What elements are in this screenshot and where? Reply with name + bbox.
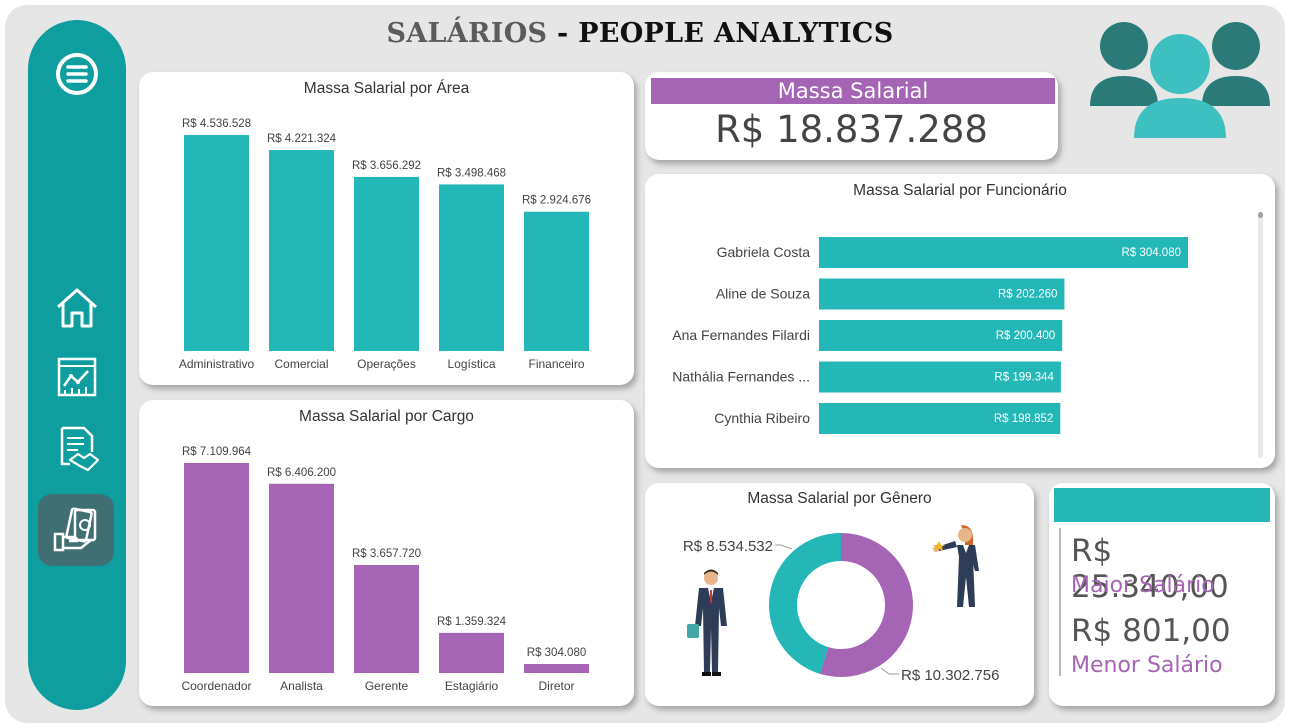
kpi-label: Massa Salarial bbox=[651, 78, 1055, 104]
home-icon bbox=[56, 288, 98, 328]
category-label: Analista bbox=[280, 679, 323, 693]
nav-home[interactable] bbox=[48, 279, 106, 337]
bar bbox=[354, 564, 419, 673]
category-label: Financeiro bbox=[528, 357, 584, 371]
bar bbox=[819, 403, 1061, 434]
category-label: Logística bbox=[447, 357, 495, 371]
bar bbox=[439, 632, 504, 673]
card-cargo-chart: Massa Salarial por Cargo R$ 7.109.964 Coo… bbox=[139, 400, 634, 706]
bar-value-label: R$ 198.852 bbox=[994, 413, 1053, 425]
bar bbox=[354, 176, 419, 351]
title-separator: - bbox=[547, 18, 579, 49]
businessman-illustration bbox=[687, 569, 727, 676]
salary-range-header bbox=[1054, 488, 1270, 522]
chart-title-genero: Massa Salarial por Gênero bbox=[747, 490, 932, 507]
card-area-chart: Massa Salarial por Área R$ 4.536.528 Admi… bbox=[139, 72, 634, 385]
bar bbox=[439, 184, 504, 351]
donut-slice bbox=[820, 533, 913, 677]
money-hand-icon bbox=[53, 507, 97, 552]
scrollbar[interactable] bbox=[1258, 212, 1263, 458]
bar bbox=[269, 483, 334, 673]
bar bbox=[819, 361, 1061, 393]
donut-slice bbox=[769, 533, 841, 674]
bar-value-label: R$ 199.344 bbox=[994, 372, 1054, 384]
card-genero-chart: Massa Salarial por Gênero R$ 10.302.756 R… bbox=[645, 483, 1034, 706]
min-salary-value: R$ 801,00 bbox=[1071, 613, 1231, 649]
bar-value-label: R$ 3.657.720 bbox=[352, 548, 421, 560]
page-title: SALÁRIOS - PEOPLE ANALYTICS bbox=[300, 18, 980, 49]
bar bbox=[269, 150, 334, 351]
area-bar-chart: R$ 4.536.528 Administrativo R$ 4.221.324 Co… bbox=[179, 118, 591, 371]
bar-value-label: R$ 200.400 bbox=[996, 330, 1055, 342]
max-salary-label: Maior Salário bbox=[1071, 573, 1215, 598]
card-kpi-massa-salarial: Massa Salarial R$ 18.837.288 bbox=[645, 72, 1058, 160]
category-label: Estagiário bbox=[445, 679, 499, 693]
genero-donut-chart: R$ 10.302.756 R$ 8.534.532 bbox=[683, 533, 999, 684]
bar-value-label: R$ 202.260 bbox=[998, 289, 1057, 301]
bar-value-label: R$ 304.080 bbox=[527, 647, 586, 659]
bar-value-label: R$ 304.080 bbox=[1122, 247, 1181, 259]
title-part-salarios: SALÁRIOS bbox=[386, 18, 548, 49]
min-salary-label: Menor Salário bbox=[1071, 653, 1223, 678]
bar-value-label: R$ 2.924.676 bbox=[522, 195, 591, 207]
bar-value-label: R$ 3.498.468 bbox=[437, 167, 506, 179]
bar bbox=[184, 135, 249, 351]
sidebar bbox=[28, 20, 126, 710]
donut-value-label: R$ 10.302.756 bbox=[901, 667, 999, 684]
bar bbox=[819, 320, 1063, 351]
businesswoman-illustration bbox=[933, 525, 979, 607]
people-group-icon bbox=[1090, 22, 1270, 138]
salary-range-divider bbox=[1059, 528, 1061, 676]
leader-line bbox=[775, 544, 793, 550]
bar-value-label: R$ 4.221.324 bbox=[267, 133, 337, 145]
card-salary-range: R$ 25.340,00 Maior Salário R$ 801,00 Men… bbox=[1049, 483, 1275, 706]
bar-value-label: R$ 6.406.200 bbox=[267, 467, 336, 479]
category-label: Gerente bbox=[365, 679, 409, 693]
nav-contracts[interactable] bbox=[48, 420, 106, 478]
donut-value-label: R$ 8.534.532 bbox=[683, 538, 773, 555]
cargo-bar-chart: R$ 7.109.964 Coordenador R$ 6.406.200 Anali… bbox=[181, 446, 589, 693]
bar-value-label: R$ 4.536.528 bbox=[182, 118, 251, 130]
category-label: Operações bbox=[357, 357, 416, 371]
bar bbox=[524, 664, 589, 673]
chart-title-cargo: Massa Salarial por Cargo bbox=[299, 408, 474, 425]
category-label: Comercial bbox=[274, 357, 328, 371]
menu-button[interactable] bbox=[48, 45, 106, 103]
bar-value-label: R$ 1.359.324 bbox=[437, 616, 507, 628]
chart-title-funcionario: Massa Salarial por Funcionário bbox=[853, 182, 1067, 199]
bar bbox=[524, 211, 589, 351]
category-label: Administrativo bbox=[179, 357, 255, 371]
bar-value-label: R$ 3.656.292 bbox=[352, 160, 421, 172]
employee-name-label: Cynthia Ribeiro bbox=[714, 410, 810, 426]
menu-icon bbox=[56, 53, 98, 95]
bar bbox=[184, 463, 249, 673]
bar bbox=[819, 278, 1065, 310]
employee-name-label: Nathália Fernandes ... bbox=[672, 369, 810, 385]
kpi-value: R$ 18.837.288 bbox=[715, 108, 988, 151]
chart-title-area: Massa Salarial por Área bbox=[303, 80, 470, 97]
nav-dashboard[interactable] bbox=[48, 348, 106, 406]
leader-line bbox=[880, 667, 899, 675]
document-handshake-icon bbox=[60, 426, 100, 472]
dashboard-chart-icon bbox=[57, 357, 97, 397]
employee-name-label: Aline de Souza bbox=[716, 286, 810, 302]
category-label: Diretor bbox=[538, 679, 574, 693]
bar-value-label: R$ 7.109.964 bbox=[182, 446, 252, 458]
employee-name-label: Ana Fernandes Filardi bbox=[672, 327, 810, 343]
employee-name-label: Gabriela Costa bbox=[717, 244, 811, 260]
nav-salaries[interactable] bbox=[38, 494, 114, 566]
funcionario-bar-chart: R$ 304.080 Gabriela Costa R$ 202.260 Aline … bbox=[672, 237, 1188, 434]
title-part-people-analytics: PEOPLE ANALYTICS bbox=[578, 18, 894, 49]
scrollbar-thumb[interactable] bbox=[1258, 212, 1263, 218]
category-label: Coordenador bbox=[181, 679, 251, 693]
card-funcionario-chart: Massa Salarial por Funcionário R$ 304.08… bbox=[645, 174, 1275, 468]
bar bbox=[819, 237, 1188, 268]
max-salary-value: R$ 25.340,00 bbox=[1071, 533, 1229, 605]
